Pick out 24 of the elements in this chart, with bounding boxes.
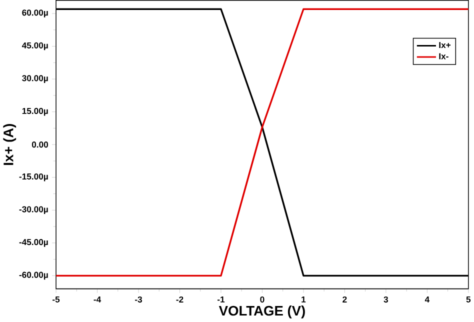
x-tick-label: -4 — [94, 296, 102, 303]
x-tick-label: 5 — [466, 296, 471, 303]
legend-label: Ix+ — [439, 42, 451, 48]
y-axis-title: Ix+ (A) — [3, 124, 16, 166]
x-axis-title: VOLTAGE (V) — [218, 306, 305, 319]
legend-label: Ix- — [439, 53, 448, 60]
y-tick-label: -60.00µ — [19, 272, 48, 280]
x-tick-label: -3 — [135, 296, 142, 303]
x-tick-label: 1 — [302, 296, 306, 303]
y-tick-label: 15.00µ — [22, 108, 48, 116]
x-tick-label: 2 — [342, 296, 347, 303]
y-tick-label: -45.00µ — [19, 239, 48, 248]
y-tick-label: 60.00µ — [22, 10, 48, 18]
y-tick-label: -15.00µ — [19, 174, 48, 182]
y-tick-label: 0.00 — [32, 142, 48, 148]
x-tick-label: -5 — [52, 296, 60, 303]
x-tick-label: 3 — [384, 296, 388, 303]
y-tick-label: 45.00µ — [22, 42, 48, 50]
x-tick-label: -1 — [217, 296, 225, 303]
y-tick-label: -30.00µ — [19, 206, 48, 214]
x-tick-label: 4 — [424, 296, 430, 303]
y-tick-label: 30.00µ — [22, 75, 48, 84]
x-tick-label: 0 — [260, 296, 264, 303]
x-tick-label: -2 — [176, 296, 184, 303]
